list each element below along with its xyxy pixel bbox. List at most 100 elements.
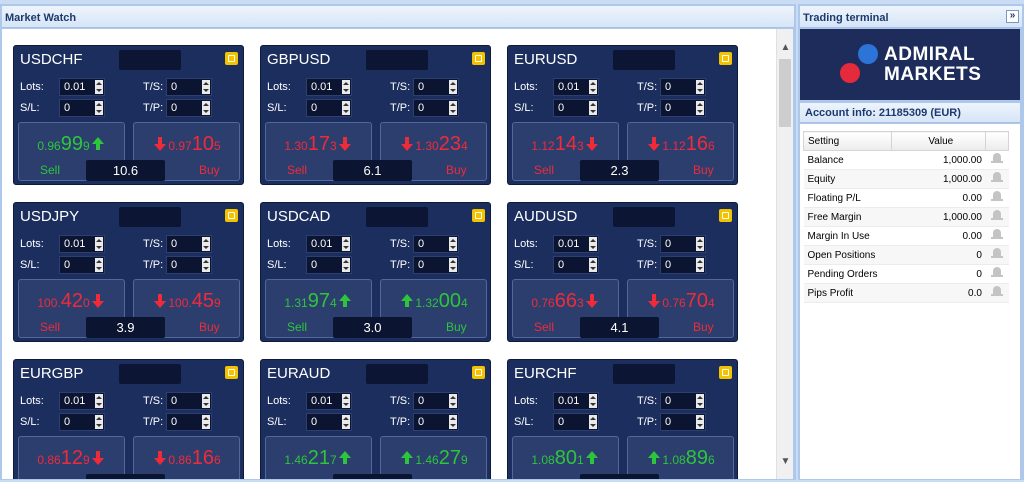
lots-input[interactable]: 0.01 [553, 78, 599, 96]
ts-input[interactable]: 0 [660, 235, 706, 253]
col-value-header[interactable]: Value [891, 131, 987, 151]
ts-input[interactable]: 0 [413, 78, 459, 96]
tp-input[interactable]: 0 [660, 413, 706, 431]
spin-up-icon[interactable] [696, 80, 704, 87]
spin-up-icon[interactable] [696, 258, 704, 265]
config-icon[interactable] [719, 209, 732, 222]
spin-down-icon[interactable] [342, 108, 350, 115]
spin-up-icon[interactable] [449, 237, 457, 244]
buy-button[interactable]: 0.97105 [133, 122, 240, 181]
scroll-up-icon[interactable]: ▲ [780, 42, 791, 53]
lots-input[interactable]: 0.01 [59, 235, 105, 253]
spin-up-icon[interactable] [449, 415, 457, 422]
expand-icon[interactable]: » [1006, 10, 1019, 23]
spin-down-icon[interactable] [589, 422, 597, 429]
sell-button[interactable]: 0.76663 [512, 279, 619, 338]
spin-down-icon[interactable] [449, 401, 457, 408]
spin-up-icon[interactable] [449, 394, 457, 401]
spin-down-icon[interactable] [95, 401, 103, 408]
tp-input[interactable]: 0 [166, 99, 212, 117]
lots-input[interactable]: 0.01 [553, 392, 599, 410]
config-icon[interactable] [719, 52, 732, 65]
spin-down-icon[interactable] [696, 401, 704, 408]
lots-input[interactable]: 0.01 [306, 235, 352, 253]
spin-down-icon[interactable] [95, 265, 103, 272]
sl-input[interactable]: 0 [306, 413, 352, 431]
lots-input[interactable]: 0.01 [59, 78, 105, 96]
ts-input[interactable]: 0 [660, 392, 706, 410]
config-icon[interactable] [472, 52, 485, 65]
spin-down-icon[interactable] [342, 265, 350, 272]
spin-down-icon[interactable] [202, 265, 210, 272]
spin-down-icon[interactable] [95, 87, 103, 94]
market-watch-scrollbar[interactable]: ▲ ▼ [776, 29, 793, 479]
spin-up-icon[interactable] [696, 415, 704, 422]
bell-icon[interactable] [991, 152, 1004, 165]
spin-down-icon[interactable] [95, 422, 103, 429]
sell-button[interactable]: 0.96999 [18, 122, 125, 181]
spin-up-icon[interactable] [696, 101, 704, 108]
lots-input[interactable]: 0.01 [553, 235, 599, 253]
bell-icon[interactable] [991, 190, 1004, 203]
sl-input[interactable]: 0 [553, 99, 599, 117]
bell-icon[interactable] [991, 171, 1004, 184]
config-icon[interactable] [472, 366, 485, 379]
spin-down-icon[interactable] [696, 422, 704, 429]
spin-down-icon[interactable] [696, 108, 704, 115]
spin-down-icon[interactable] [449, 108, 457, 115]
spin-down-icon[interactable] [449, 244, 457, 251]
spin-up-icon[interactable] [589, 258, 597, 265]
spin-down-icon[interactable] [589, 87, 597, 94]
tp-input[interactable]: 0 [413, 256, 459, 274]
tp-input[interactable]: 0 [413, 99, 459, 117]
sl-input[interactable]: 0 [59, 99, 105, 117]
lots-input[interactable]: 0.01 [59, 392, 105, 410]
bell-icon[interactable] [991, 228, 1004, 241]
spin-up-icon[interactable] [342, 80, 350, 87]
spin-up-icon[interactable] [342, 101, 350, 108]
spin-up-icon[interactable] [449, 258, 457, 265]
spin-up-icon[interactable] [95, 80, 103, 87]
spin-up-icon[interactable] [202, 237, 210, 244]
spin-up-icon[interactable] [95, 237, 103, 244]
buy-button[interactable]: 0.86166 [133, 436, 240, 479]
bell-icon[interactable] [991, 209, 1004, 222]
sl-input[interactable]: 0 [553, 256, 599, 274]
spin-up-icon[interactable] [202, 394, 210, 401]
spin-up-icon[interactable] [202, 101, 210, 108]
spin-down-icon[interactable] [696, 265, 704, 272]
sl-input[interactable]: 0 [306, 256, 352, 274]
bell-icon[interactable] [991, 285, 1004, 298]
buy-button[interactable]: 1.12166 [627, 122, 734, 181]
bell-icon[interactable] [991, 247, 1004, 260]
tp-input[interactable]: 0 [166, 413, 212, 431]
ts-input[interactable]: 0 [413, 392, 459, 410]
spin-up-icon[interactable] [202, 80, 210, 87]
spin-up-icon[interactable] [696, 394, 704, 401]
spin-down-icon[interactable] [696, 87, 704, 94]
spin-up-icon[interactable] [202, 415, 210, 422]
spin-down-icon[interactable] [202, 87, 210, 94]
ts-input[interactable]: 0 [166, 392, 212, 410]
ts-input[interactable]: 0 [413, 235, 459, 253]
spin-down-icon[interactable] [342, 401, 350, 408]
config-icon[interactable] [225, 52, 238, 65]
sell-button[interactable]: 1.46217 [265, 436, 372, 479]
spin-up-icon[interactable] [342, 237, 350, 244]
spin-down-icon[interactable] [342, 422, 350, 429]
spin-down-icon[interactable] [202, 401, 210, 408]
spin-up-icon[interactable] [589, 80, 597, 87]
ts-input[interactable]: 0 [166, 78, 212, 96]
spin-down-icon[interactable] [589, 244, 597, 251]
tp-input[interactable]: 0 [413, 413, 459, 431]
spin-down-icon[interactable] [449, 87, 457, 94]
spin-up-icon[interactable] [95, 394, 103, 401]
spin-up-icon[interactable] [589, 237, 597, 244]
config-icon[interactable] [225, 366, 238, 379]
spin-up-icon[interactable] [342, 258, 350, 265]
spin-down-icon[interactable] [342, 87, 350, 94]
spin-down-icon[interactable] [95, 244, 103, 251]
bell-icon[interactable] [991, 266, 1004, 279]
spin-up-icon[interactable] [589, 415, 597, 422]
tp-input[interactable]: 0 [166, 256, 212, 274]
